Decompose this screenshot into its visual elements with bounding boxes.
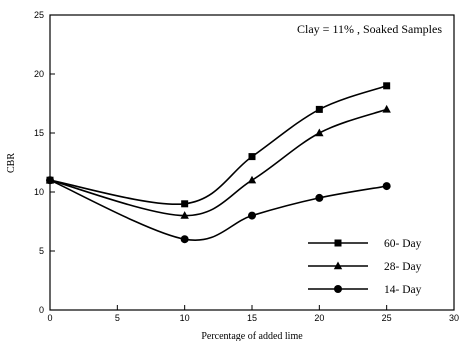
series-line-60-day <box>49 85 387 206</box>
series-line-14-day <box>49 179 387 241</box>
y-tick-label: 0 <box>39 305 44 315</box>
legend-label: 14- Day <box>384 284 422 296</box>
x-axis-label: Percentage of added lime <box>201 331 303 341</box>
data-point <box>382 104 391 113</box>
y-tick-label: 10 <box>34 187 44 197</box>
legend-marker-square <box>334 239 342 247</box>
legend: 60- Day 28- Day 14- Day <box>308 238 422 296</box>
data-point <box>247 175 257 184</box>
data-point <box>180 235 189 244</box>
y-tick-label: 5 <box>39 246 44 256</box>
series-lines <box>49 85 387 241</box>
data-point <box>315 128 324 137</box>
series-line-28-day <box>49 108 387 217</box>
data-point <box>315 193 324 202</box>
data-point <box>181 200 189 208</box>
y-tick-label: 20 <box>34 69 44 79</box>
x-tick-label: 30 <box>449 313 459 323</box>
x-tick-label: 15 <box>247 313 257 323</box>
series-markers <box>45 82 391 244</box>
legend-label: 60- Day <box>384 238 422 250</box>
data-point <box>248 153 256 161</box>
axis-ticks: 0 5 10 15 20 25 30 0 5 10 15 20 25 <box>34 10 459 323</box>
data-point <box>248 211 256 220</box>
x-tick-label: 5 <box>115 313 120 323</box>
data-point <box>46 176 54 185</box>
chart-annotation: Clay = 11% , Soaked Samples <box>297 22 442 36</box>
x-tick-label: 10 <box>180 313 190 323</box>
data-point <box>180 211 189 219</box>
x-tick-label: 20 <box>314 313 324 323</box>
legend-label: 28- Day <box>384 261 422 273</box>
x-tick-label: 0 <box>47 313 52 323</box>
x-tick-label: 25 <box>382 313 392 323</box>
y-tick-label: 25 <box>34 10 44 20</box>
legend-marker-circle <box>334 285 342 293</box>
data-point <box>382 182 391 191</box>
legend-marker-triangle <box>333 261 343 270</box>
y-tick-label: 15 <box>34 128 44 138</box>
y-axis-label: CBR <box>6 153 17 173</box>
data-point <box>383 82 391 90</box>
data-point <box>315 105 323 113</box>
